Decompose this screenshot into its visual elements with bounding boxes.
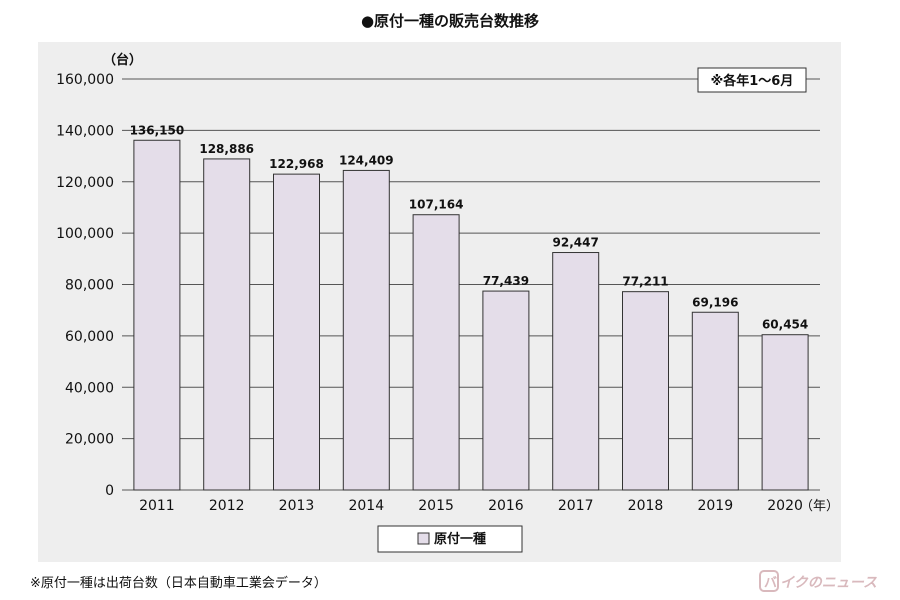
bar-2017 — [552, 252, 600, 491]
x-tick-label: 2013 — [279, 498, 315, 514]
x-tick-label: 2016 — [488, 498, 524, 514]
y-tick-label: 40,000 — [65, 380, 114, 396]
x-tick-label: 2012 — [209, 498, 245, 514]
y-axis-unit-label: （台） — [103, 52, 142, 68]
bar-2019 — [691, 311, 739, 491]
x-tick-label: 2015 — [418, 498, 454, 514]
svg-text:バ: バ — [764, 576, 777, 591]
bar-2014 — [342, 169, 390, 491]
bar-2016 — [482, 290, 530, 491]
data-label-2019: 69,196 — [692, 295, 738, 309]
y-tick-label: 20,000 — [65, 432, 114, 448]
period-note: ※各年1～6月 — [711, 73, 794, 89]
site-logo-watermark: バ イクのニュース — [759, 570, 877, 592]
footnote: ※原付一種は出荷台数（日本自動車工業会データ） — [30, 576, 327, 591]
data-label-2018: 77,211 — [622, 275, 668, 289]
x-tick-label: 2020 — [767, 498, 803, 514]
y-tick-label: 80,000 — [65, 278, 114, 294]
x-tick-label: 2014 — [348, 498, 384, 514]
x-tick-label: 2011 — [139, 498, 175, 514]
bars — [133, 139, 809, 491]
bar-2013 — [273, 173, 320, 491]
y-tick-label: 100,000 — [56, 226, 114, 242]
x-tick-label: 2017 — [558, 498, 594, 514]
y-tick-label: 140,000 — [56, 123, 114, 139]
axis-ticks: 0 20,000 40,000 60,000 80,000 100,000 120,000 1… — [56, 72, 803, 514]
legend-swatch — [417, 532, 430, 545]
x-axis-unit-label: （年） — [800, 499, 839, 514]
data-label-2017: 92,447 — [553, 236, 599, 250]
legend: 原付一種 — [377, 525, 523, 553]
y-tick-label: 120,000 — [56, 175, 114, 191]
data-labels: 136,150 128,886 122,968 124,409 107,164 77,43… — [130, 123, 809, 331]
chart-title: ●原付一種の販売台数推移 — [360, 12, 540, 30]
data-label-2011: 136,150 — [130, 123, 185, 137]
data-label-2020: 60,454 — [762, 318, 808, 332]
x-tick-label: 2019 — [697, 498, 733, 514]
data-label-2012: 128,886 — [199, 142, 254, 156]
data-label-2014: 124,409 — [339, 153, 394, 167]
period-note-box: ※各年1～6月 — [697, 67, 807, 93]
bar-2015 — [412, 214, 460, 491]
y-tick-label: 160,000 — [56, 72, 114, 88]
y-tick-label: 60,000 — [65, 329, 114, 345]
data-label-2016: 77,439 — [483, 274, 529, 288]
data-label-2015: 107,164 — [409, 198, 464, 212]
x-tick-label: 2018 — [628, 498, 664, 514]
svg-text:イクのニュース: イクのニュース — [780, 575, 877, 591]
bar-2018 — [622, 291, 669, 491]
legend-label: 原付一種 — [434, 531, 486, 547]
bar-2012 — [203, 158, 251, 491]
y-tick-label: 0 — [105, 483, 114, 499]
bar-2011 — [133, 139, 181, 491]
bar-2020 — [761, 334, 809, 491]
data-label-2013: 122,968 — [269, 157, 324, 171]
